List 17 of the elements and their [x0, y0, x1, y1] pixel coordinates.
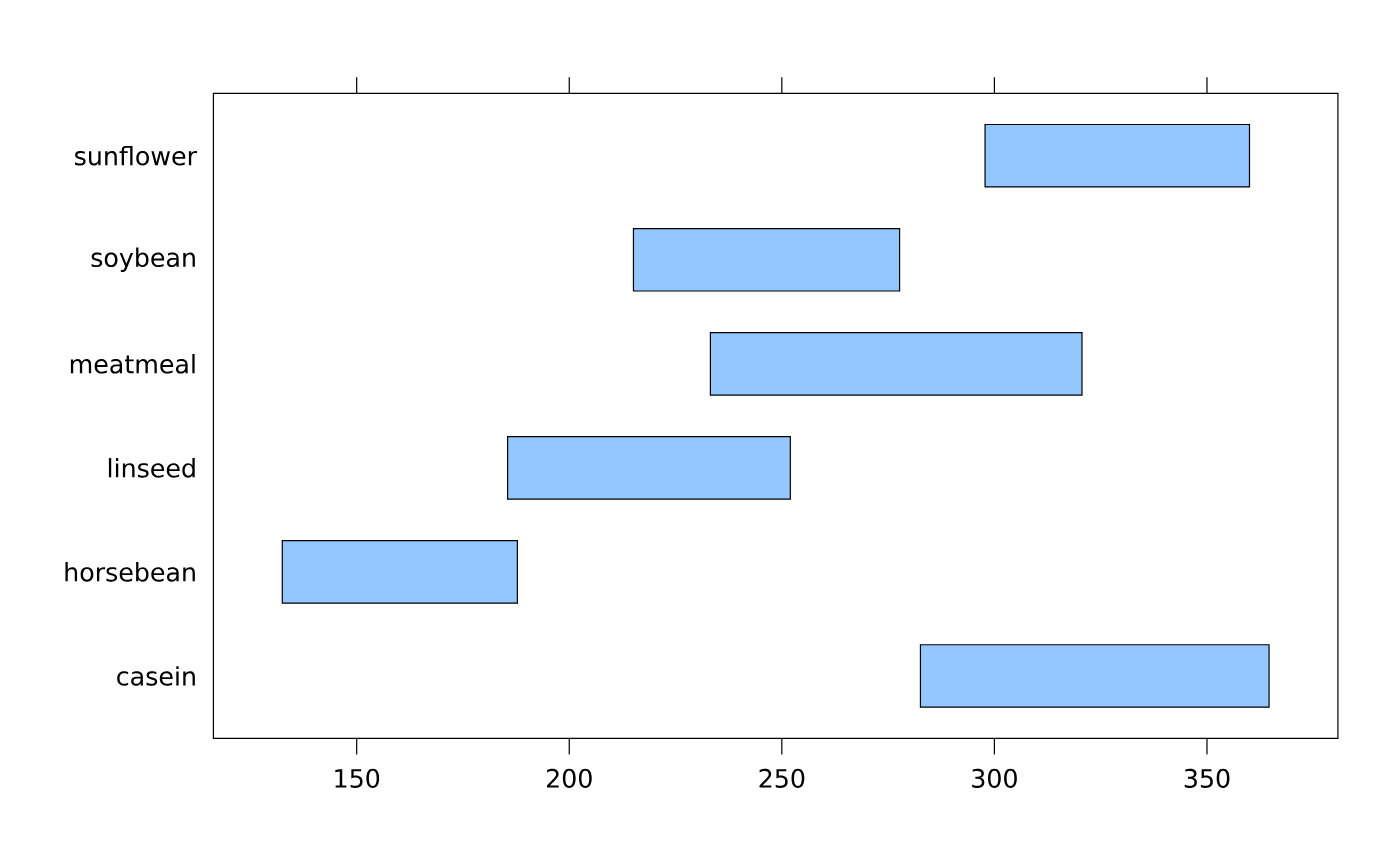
bar	[632, 227, 901, 292]
x-tick-label: 250	[759, 768, 805, 788]
bar	[919, 644, 1270, 708]
bar	[507, 436, 791, 500]
y-tick-label: sunflower	[75, 145, 198, 166]
y-tick-label: casein	[117, 666, 195, 686]
x-tick-label: 300	[972, 768, 1017, 788]
y-tick-label: meatmeal	[70, 354, 195, 374]
bar	[281, 540, 518, 604]
x-tick-label: 350	[1184, 768, 1230, 788]
y-tick-label: soybean	[91, 247, 195, 273]
x-tick-label: 200	[546, 768, 592, 788]
bar	[709, 332, 1083, 396]
y-tick-label: linseed	[108, 458, 195, 478]
y-tick-label: horsebean	[65, 562, 195, 582]
x-tick-label: 150	[335, 768, 380, 788]
bar	[984, 123, 1251, 188]
